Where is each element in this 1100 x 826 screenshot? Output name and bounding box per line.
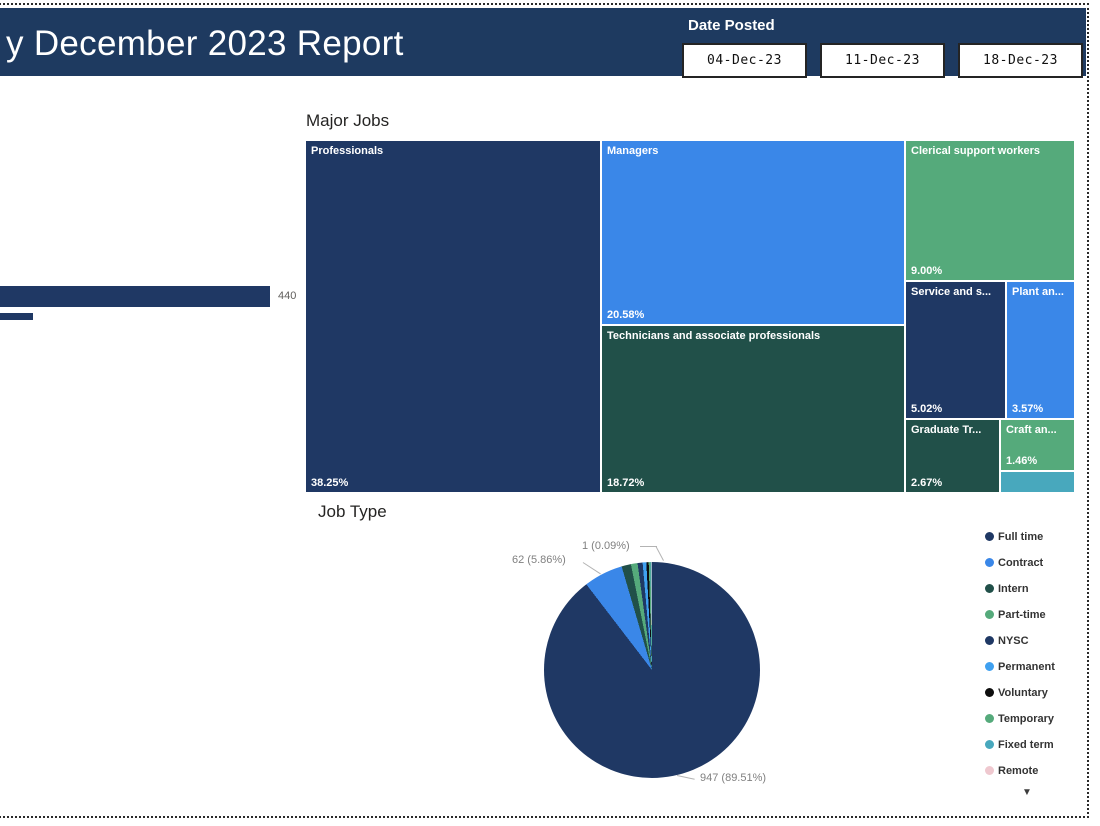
treemap-segment-percent: 5.02%	[911, 403, 943, 415]
treemap-title: Major Jobs	[306, 111, 390, 130]
date-button-04-dec-23[interactable]: 04-Dec-23	[682, 43, 807, 78]
legend-label: Full time	[998, 530, 1044, 543]
legend-dot	[985, 558, 994, 567]
pie-legend: Full time Contract Intern Part-time NYSC Perm…	[985, 531, 1055, 791]
treemap-segment-percent: 1.46%	[1006, 455, 1038, 467]
legend-item[interactable]: Remote	[985, 764, 1055, 777]
legend-dot	[985, 714, 994, 723]
legend-item[interactable]: Intern	[985, 582, 1055, 595]
legend-label: Voluntary	[998, 686, 1048, 699]
legend-dot	[985, 740, 994, 749]
legend-scroll-down-icon[interactable]: ▼	[1022, 787, 1032, 798]
legend-label: NYSC	[998, 634, 1029, 647]
legend-item[interactable]: Contract	[985, 556, 1055, 569]
treemap-segment[interactable]: Craft an... 1.46%	[1000, 419, 1075, 471]
legend-label: Intern	[998, 582, 1029, 595]
date-button-row: 04-Dec-23 11-Dec-23 18-Dec-23	[682, 43, 1083, 78]
treemap-segment-label: Managers	[607, 145, 659, 157]
legend-dot	[985, 688, 994, 697]
date-posted-label: Date Posted	[688, 17, 775, 34]
pie-title: Job Type	[318, 502, 387, 521]
legend-dot	[985, 610, 994, 619]
treemap-segment-label: Professionals	[311, 145, 384, 157]
treemap-segment[interactable]: Professionals 38.25%	[305, 140, 601, 493]
treemap-segment-percent: 2.67%	[911, 477, 943, 489]
report-title: y December 2023 Report	[6, 24, 404, 63]
legend-dot	[985, 766, 994, 775]
treemap-segment-percent: 18.72%	[607, 477, 645, 489]
legend-item[interactable]: Full time	[985, 530, 1055, 543]
bar-value-label: 440	[278, 290, 297, 302]
legend-item[interactable]: Fixed term	[985, 738, 1055, 751]
pie-callout-fulltime-slice: 947 (89.51%)	[700, 772, 767, 784]
pie-callout-smallest-slice: 1 (0.09%)	[582, 540, 630, 552]
legend-label: Temporary	[998, 712, 1055, 725]
bar-chart-bar[interactable]	[0, 286, 270, 307]
treemap-segment[interactable]: Graduate Tr... 2.67%	[905, 419, 1000, 493]
treemap-segment-percent: 20.58%	[607, 309, 645, 321]
legend-item[interactable]: Part-time	[985, 608, 1055, 621]
legend-label: Permanent	[998, 660, 1055, 673]
legend-label: Part-time	[998, 608, 1046, 621]
legend-label: Fixed term	[998, 738, 1054, 751]
treemap-segment-label: Plant an...	[1012, 286, 1064, 298]
legend-dot	[985, 636, 994, 645]
treemap-segment[interactable]: Service and s... 5.02%	[905, 281, 1006, 419]
treemap-segment-label: Craft an...	[1006, 424, 1057, 436]
treemap-segment[interactable]: Clerical support workers 9.00%	[905, 140, 1075, 281]
treemap-segment-label: Service and s...	[911, 286, 992, 298]
job-type-pie-chart[interactable]	[544, 562, 760, 778]
treemap-segment[interactable]: Plant an... 3.57%	[1006, 281, 1075, 419]
pie-callout-contract-slice: 62 (5.86%)	[512, 554, 566, 566]
treemap-segment-percent: 38.25%	[311, 477, 349, 489]
treemap-segment-label: Graduate Tr...	[911, 424, 982, 436]
treemap-segment-percent: 9.00%	[911, 265, 943, 277]
date-button-11-dec-23[interactable]: 11-Dec-23	[820, 43, 945, 78]
legend-dot	[985, 532, 994, 541]
legend-item[interactable]: Voluntary	[985, 686, 1055, 699]
callout-line	[655, 546, 664, 561]
bar-chart-bar-partial[interactable]	[0, 313, 33, 320]
legend-label: Remote	[998, 764, 1039, 777]
treemap-segment-percent: 3.57%	[1012, 403, 1044, 415]
callout-line	[640, 546, 657, 547]
treemap-segment-label: Clerical support workers	[911, 145, 1040, 157]
legend-item[interactable]: NYSC	[985, 634, 1055, 647]
major-jobs-treemap: Professionals 38.25% Managers 20.58% Technic…	[305, 140, 1075, 493]
treemap-segment-label: Technicians and associate professionals	[607, 330, 821, 342]
legend-label: Contract	[998, 556, 1044, 569]
legend-dot	[985, 584, 994, 593]
date-button-18-dec-23[interactable]: 18-Dec-23	[958, 43, 1083, 78]
callout-line	[582, 562, 601, 575]
legend-item[interactable]: Temporary	[985, 712, 1055, 725]
date-posted-slicer: Date Posted 04-Dec-23 11-Dec-23 18-Dec-2…	[682, 17, 1083, 78]
report-header: y December 2023 Report Date Posted 04-De…	[0, 8, 1086, 78]
treemap-segment[interactable]: Technicians and associate professionals 1…	[601, 325, 905, 493]
legend-dot	[985, 662, 994, 671]
callout-line	[676, 775, 695, 780]
legend-item[interactable]: Permanent	[985, 660, 1055, 673]
treemap-segment[interactable]	[1000, 471, 1075, 493]
treemap-segment[interactable]: Managers 20.58%	[601, 140, 905, 325]
